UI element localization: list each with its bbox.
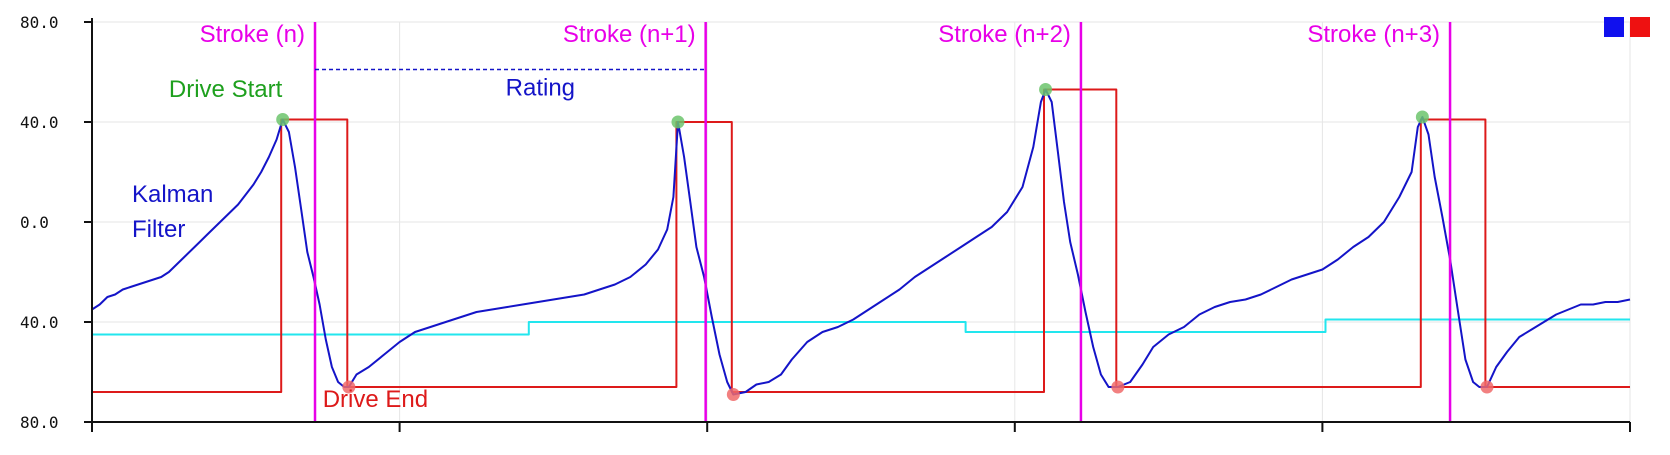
annotation-1: Drive End xyxy=(323,386,428,413)
drive-end-point-0 xyxy=(342,380,356,394)
axes: 80.0 40.0 0.0 40.0 80.0 xyxy=(20,13,1631,432)
y-tick-label-3: 40.0 xyxy=(20,313,59,332)
stroke-marker-label-0: Stroke (n) xyxy=(200,21,305,48)
rating-bracket: Rating xyxy=(315,68,706,102)
stroke-markers: Stroke (n) Stroke (n+1) Stroke (n+2) Stroke… xyxy=(200,21,1452,422)
drive-end-point-3 xyxy=(1480,380,1494,394)
drive-end-point-1 xyxy=(726,388,740,401)
legend-swatch-0 xyxy=(1604,17,1624,37)
drive-points xyxy=(276,83,1494,401)
rating-bracket-label: Rating xyxy=(506,75,575,102)
annotations: Drive Start Drive End Kalman Filter xyxy=(132,76,428,413)
annotation-3: Filter xyxy=(132,216,185,243)
legend-swatch-1 xyxy=(1630,17,1650,37)
rating-line-layer xyxy=(92,318,1630,336)
kalman-series-line xyxy=(91,88,1631,396)
stroke-marker-label-1: Stroke (n+1) xyxy=(563,21,696,48)
drive-start-point-1 xyxy=(671,115,685,129)
y-tick-label-4: 80.0 xyxy=(20,413,59,432)
kalman-line-layer xyxy=(91,88,1631,396)
rating-series-line xyxy=(92,318,1630,336)
annotation-2: Kalman xyxy=(132,181,213,208)
y-tick-label-0: 80.0 xyxy=(20,13,59,32)
drive-start-point-0 xyxy=(276,113,290,126)
annotation-0: Drive Start xyxy=(169,76,283,103)
y-tick-label-1: 40.0 xyxy=(20,113,59,132)
grid xyxy=(91,21,1631,423)
legend xyxy=(1604,17,1650,37)
drive-start-point-3 xyxy=(1415,110,1429,124)
drive-start-point-2 xyxy=(1039,83,1053,96)
drive-series-line xyxy=(92,88,1630,393)
drive-end-point-2 xyxy=(1111,380,1125,394)
drive-line-layer xyxy=(92,88,1630,393)
stroke-marker-label-3: Stroke (n+3) xyxy=(1307,21,1440,48)
stroke-marker-label-2: Stroke (n+2) xyxy=(938,21,1071,48)
y-tick-label-2: 0.0 xyxy=(20,213,49,232)
